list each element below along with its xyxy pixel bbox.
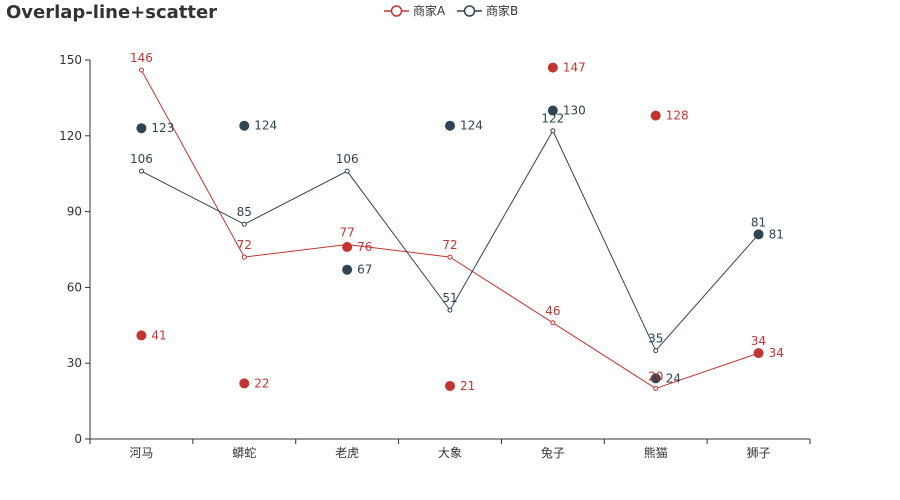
scatter-data-label: 34 bbox=[769, 346, 784, 360]
scatter-point bbox=[239, 120, 250, 131]
scatter-point bbox=[445, 380, 455, 391]
line-data-label: 46 bbox=[545, 304, 560, 318]
line-data-label: 81 bbox=[751, 215, 766, 229]
x-tick-label: 河马 bbox=[129, 446, 153, 460]
line-point bbox=[344, 168, 350, 174]
line-point bbox=[653, 385, 659, 391]
line-data-label: 34 bbox=[751, 334, 766, 348]
scatter-point bbox=[136, 330, 147, 341]
scatter-data-label: 147 bbox=[563, 61, 586, 75]
line-data-label: 72 bbox=[237, 238, 252, 252]
scatter-point bbox=[136, 123, 147, 134]
scatter-data-label: 24 bbox=[666, 371, 681, 385]
line-point bbox=[550, 128, 556, 134]
line-point bbox=[447, 254, 453, 260]
scatter-data-label: 67 bbox=[357, 263, 372, 277]
y-tick-label: 60 bbox=[67, 280, 82, 294]
scatter-data-label: 22 bbox=[254, 376, 269, 390]
scatter-point bbox=[239, 378, 250, 389]
line-data-label: 146 bbox=[130, 51, 153, 65]
scatter-data-label: 128 bbox=[666, 109, 689, 123]
line-point bbox=[550, 320, 556, 326]
chart-title: Overlap-line+scatter bbox=[6, 2, 218, 23]
scatter-series bbox=[136, 62, 764, 391]
line-point bbox=[653, 348, 659, 354]
scatter-point bbox=[445, 120, 455, 131]
scatter-data-label: 41 bbox=[151, 328, 166, 342]
legend-item-1[interactable]: 商家B bbox=[457, 3, 518, 18]
x-tick-label: 蟒蛇 bbox=[232, 445, 256, 460]
scatter-data-label: 124 bbox=[254, 119, 277, 133]
legend-marker bbox=[463, 5, 476, 17]
y-tick-label: 120 bbox=[59, 129, 82, 143]
scatter-data-label: 76 bbox=[357, 240, 372, 254]
legend: 商家A 商家B bbox=[384, 3, 518, 18]
legend-label: 商家A bbox=[413, 3, 446, 18]
line-point bbox=[241, 254, 247, 260]
legend-item-0[interactable]: 商家A bbox=[384, 3, 446, 18]
line-point bbox=[447, 307, 453, 313]
x-tick-label: 老虎 bbox=[335, 446, 359, 460]
line-point bbox=[138, 168, 144, 174]
scatter-data-label: 124 bbox=[460, 119, 483, 133]
scatter-data-label: 81 bbox=[769, 227, 784, 241]
line-data-label: 122 bbox=[541, 112, 564, 126]
line-data-label: 85 bbox=[237, 205, 252, 219]
scatter-point bbox=[342, 241, 353, 252]
scatter-point bbox=[547, 105, 558, 116]
scatter-point bbox=[342, 264, 353, 275]
y-tick-label: 0 bbox=[74, 432, 82, 446]
x-tick-label: 狮子 bbox=[747, 446, 771, 460]
y-tick-label: 150 bbox=[59, 53, 82, 67]
scatter-data-label: 130 bbox=[563, 104, 586, 118]
x-tick-label: 熊猫 bbox=[644, 445, 668, 460]
y-tick-label: 90 bbox=[67, 205, 82, 219]
line-data-label: 106 bbox=[130, 152, 153, 166]
line-data-label: 20 bbox=[648, 369, 663, 383]
scatter-data-label: 123 bbox=[151, 121, 174, 135]
scatter-point bbox=[753, 348, 764, 359]
line-data-label: 77 bbox=[340, 225, 355, 239]
scatter-data-label: 21 bbox=[460, 379, 475, 393]
line-data-label: 106 bbox=[336, 152, 359, 166]
legend-marker bbox=[390, 5, 403, 17]
line-point bbox=[241, 221, 247, 227]
scatter-point bbox=[547, 62, 558, 73]
data-labels: 146 72 77 72 46 20 34 106 85 106 51 122 35 81 41 22 76 21… bbox=[130, 51, 784, 393]
line-data-label: 35 bbox=[648, 332, 663, 346]
axes: 0 30 60 90 120 150 河马 蟒蛇 老虎 大象 兔子 熊猫 狮子 bbox=[59, 53, 811, 460]
line-point bbox=[138, 67, 144, 73]
scatter-point bbox=[650, 373, 661, 384]
scatter-point bbox=[753, 229, 764, 240]
x-tick-label: 大象 bbox=[438, 446, 462, 460]
y-tick-label: 30 bbox=[67, 356, 82, 370]
line-data-label: 51 bbox=[442, 291, 457, 305]
legend-label: 商家B bbox=[486, 3, 518, 18]
line-data-label: 72 bbox=[442, 238, 457, 252]
scatter-point bbox=[650, 110, 661, 121]
x-tick-label: 兔子 bbox=[541, 445, 565, 460]
